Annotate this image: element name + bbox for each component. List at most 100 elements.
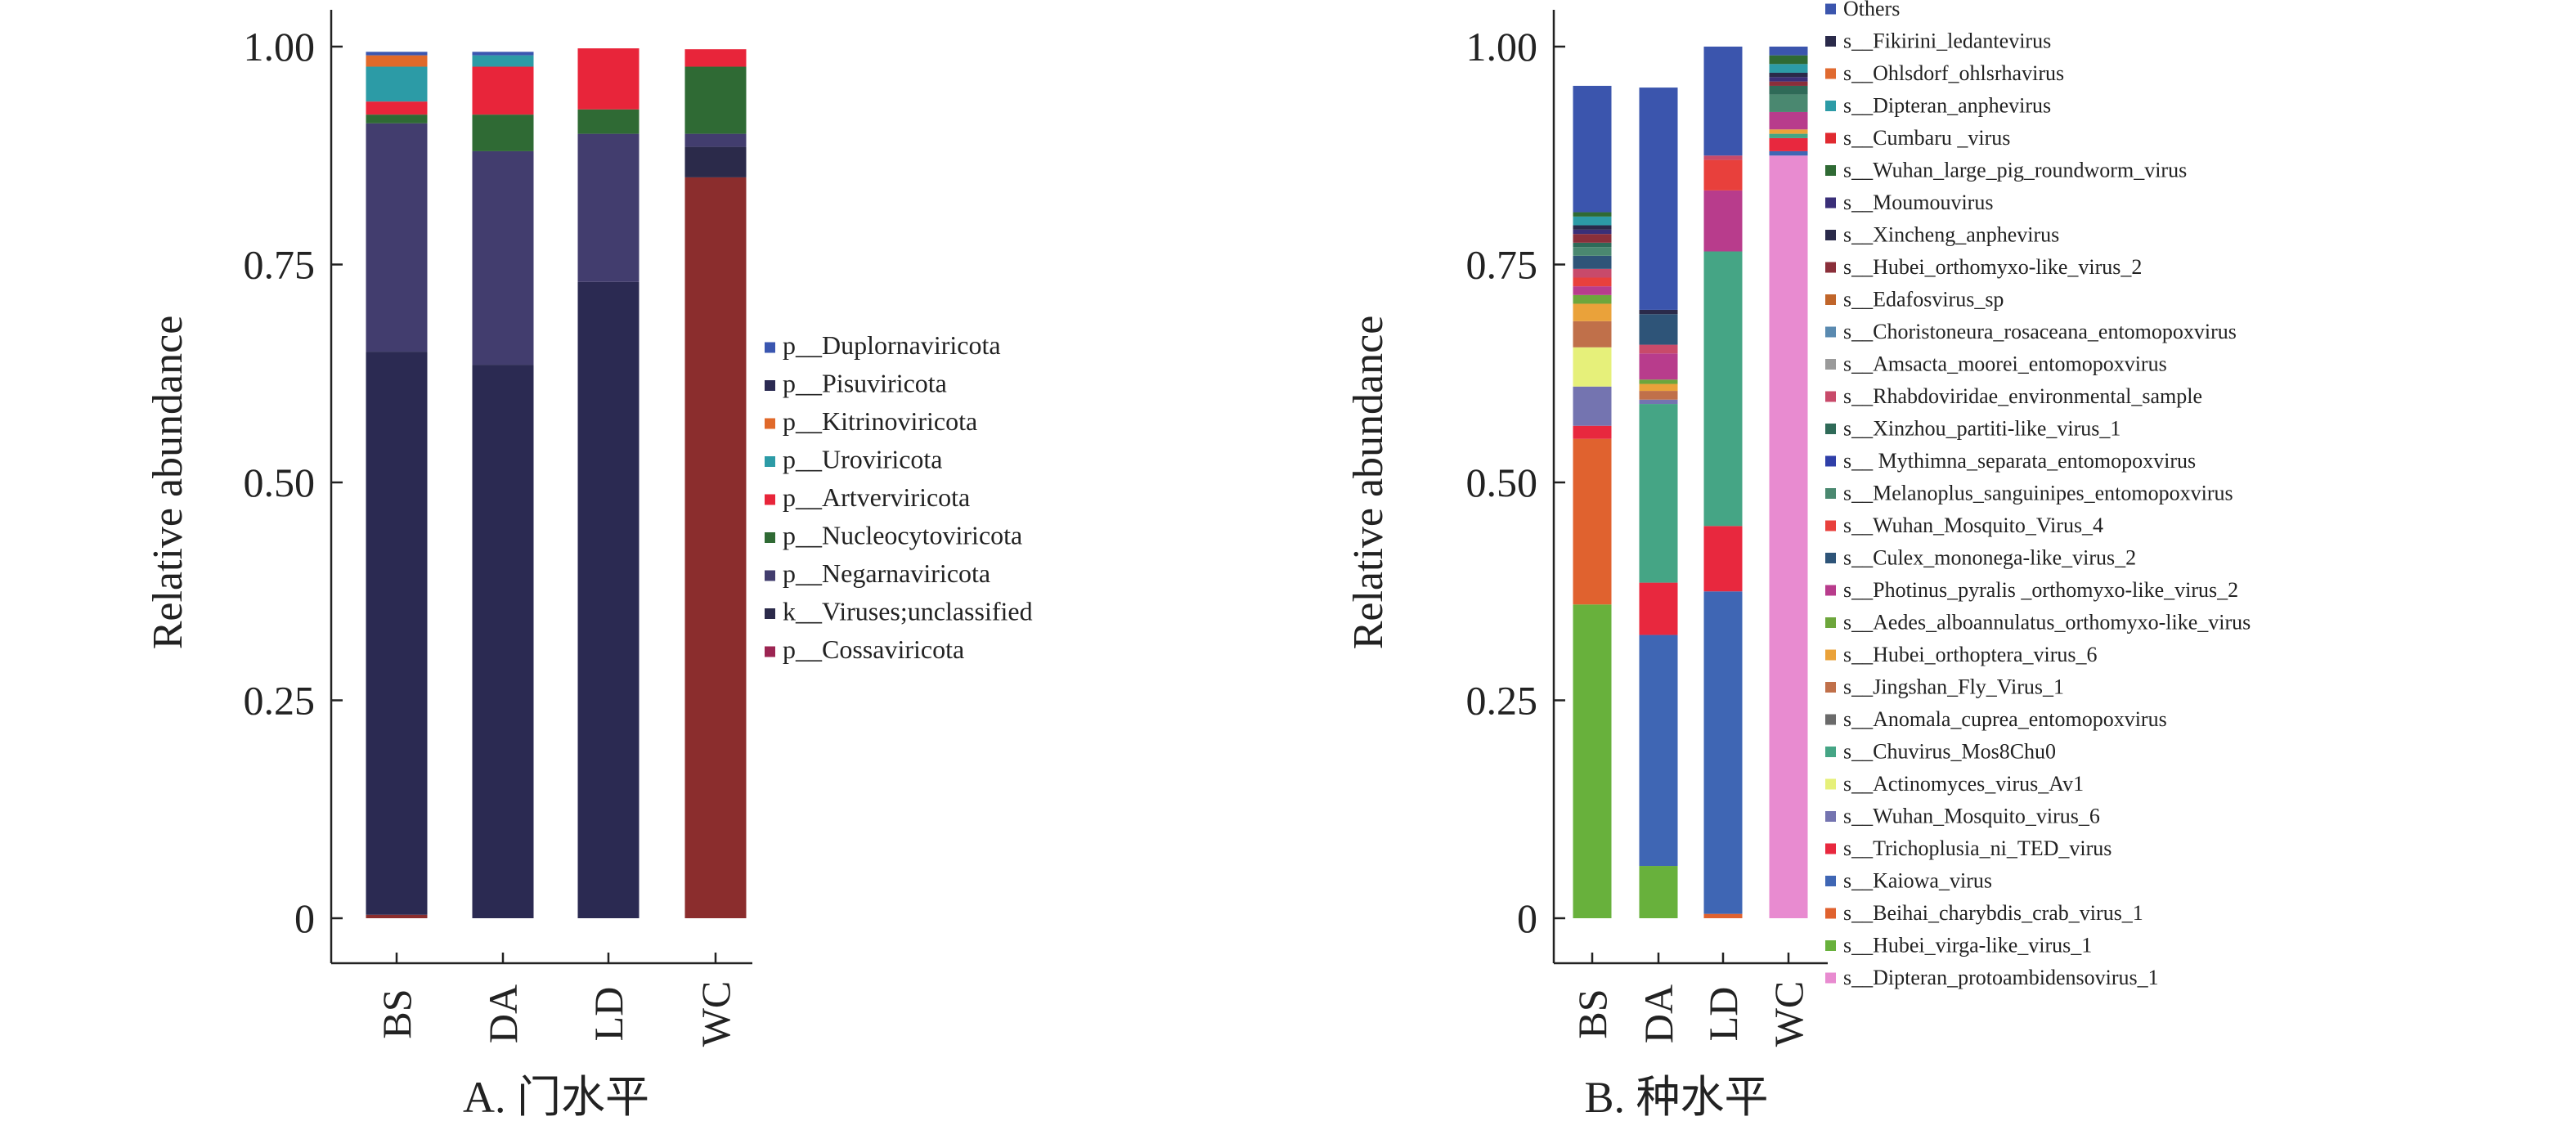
panel-b-legend-label-s-wuhan-mosquito-virus-6: s__Wuhan_Mosquito_virus_6 (1843, 805, 2100, 828)
panel-b-legend-label-s-amsacta-moorei-entomopoxvirus: s__Amsacta_moorei_entomopoxvirus (1843, 352, 2167, 376)
panel-b-bar-da-s-chuvirus-mos8chu0 (1639, 404, 1678, 583)
panel-b-legend-swatch-s-hubei-virga-like-virus-1 (1825, 940, 1836, 951)
panel-a-legend: p__Duplornaviricota p__Pisuviricota p__Kit… (765, 330, 1033, 664)
panel-b-bar-da-s-kaiowa-virus (1639, 635, 1678, 867)
panel-b-bar-bs-s-actinomyces-virus-av1 (1573, 347, 1612, 387)
panel-b-legend-label-s-melanoplus-sanguinipes-entomopoxvirus: s__Melanoplus_sanguinipes_entomopoxvirus (1843, 482, 2233, 505)
panel-b-bar-bs-s-hubei-virga-like-virus-1 (1573, 604, 1612, 918)
panel-a-y-tick-label: 0 (294, 895, 315, 941)
panel-b-bar-wc-s-melanoplus-sanguinipes-entomopoxvirus (1769, 94, 1808, 112)
panel-a-bar-wc-p-negarnaviricota (684, 133, 747, 147)
panel-b-legend-label-s-wuhan-mosquito-virus-4: s__Wuhan_Mosquito_Virus_4 (1843, 513, 2103, 537)
panel-a-y-tick-label: 0.75 (244, 242, 316, 288)
panel-b-legend-swatch-s-melanoplus-sanguinipes-entomopoxvirus (1825, 488, 1836, 499)
panel-b-bar-bs-s-culex-mononega-like-virus-2 (1573, 255, 1612, 269)
panel-b-legend-swatch-s-hubei-orthoptera-virus-6 (1825, 649, 1836, 661)
panel-a-bar-ld-p-pisuviricota (577, 281, 640, 918)
panel-b-x-label-ld: LD (1700, 987, 1746, 1042)
panel-a-bar-wc-p-nucleocytoviricota (684, 66, 747, 134)
panel-a-bar-bs-p-kitrinoviricota (366, 55, 428, 67)
panel-a-legend-label-p-artverviricota: p__Artverviricota (783, 482, 970, 512)
panel-b-bar-da-s-hubei-virga-like-virus-1 (1639, 866, 1678, 918)
panel-a-bar-wc-p-artverviricota (684, 49, 747, 67)
panel-b-bar-da-s-xincheng-anphevirus (1639, 309, 1678, 315)
panel-a-y-tick-label: 1.00 (244, 24, 316, 70)
panel-a-y-ticks: 0 0.25 0.50 0.75 1.00 (244, 24, 343, 941)
panel-b-legend-label-s-hubei-orthomyxo-like-virus-2: s__Hubei_orthomyxo-like_virus_2 (1843, 255, 2142, 279)
panel-b-bar-wc-s-hubei-orthoptera-virus-6 (1769, 129, 1808, 134)
panel-b-legend-swatch-s-wuhan-mosquito-virus-6 (1825, 811, 1836, 822)
panel-b-bar-bs-s-hubei-orthoptera-virus-6 (1573, 303, 1612, 321)
panel-a-bar-bs-p-nucleocytoviricota (366, 114, 428, 123)
panel-b-legend-swatch-s-moumouvirus (1825, 197, 1836, 209)
panel-b-bar-bs-s-jingshan-fly-virus-1 (1573, 321, 1612, 348)
panel-b-x-label-bs: BS (1569, 989, 1615, 1038)
panel-b-legend-label-s-anomala-cuprea-entomopoxvirus: s__Anomala_cuprea_entomopoxvirus (1843, 707, 2167, 731)
panel-a-legend-swatch-p-duplornaviricota (765, 342, 775, 353)
panel-b-bar-bs-s-photinus-pyralis-orthomyxo-like-virus-2 (1573, 286, 1612, 295)
panel-b-y-tick-label: 0 (1517, 895, 1537, 941)
panel-b-bar-wc-s-chuvirus-mos8chu0 (1769, 133, 1808, 138)
panel-b-legend-label-s-dipteran-protoambidensovirus-1: s__Dipteran_protoambidensovirus_1 (1843, 966, 2159, 989)
panel-a-bar-chart: 0 0.25 0.50 0.75 1.00 BS DA LD WC Relative abun… (145, 10, 1033, 1122)
panel-b-x-labels: BS DA LD WC (1569, 953, 1811, 1047)
panel-b-legend-label-s-ohlsdorf-ohlsrhavirus: s__Ohlsdorf_ohlsrhavirus (1843, 61, 2064, 85)
panel-b-bar-wc-s-wuhan-large-pig-roundworm-virus (1769, 55, 1808, 65)
panel-b-y-tick-label: 0.25 (1466, 678, 1538, 724)
panel-a-legend-label-p-uroviricota: p__Uroviricota (783, 445, 943, 474)
panel-b-y-tick-label: 0.50 (1466, 460, 1538, 505)
panel-b-bar-bs-s-dipteran-anphevirus (1573, 216, 1612, 226)
panel-a-x-label-wc: WC (693, 981, 738, 1047)
panel-b-legend-label-s-trichoplusia-ni-ted-virus: s__Trichoplusia_ni_TED_virus (1843, 836, 2112, 860)
panel-b-legend-label-s-cumbaru-virus: s__Cumbaru _virus (1843, 126, 2010, 150)
panel-b-legend-swatch-s-rhabdoviridae-environmental-sample (1825, 391, 1836, 402)
panel-a-bar-wc-p-cossaviricota (684, 177, 747, 918)
panel-b-bar-wc-s-moumouvirus (1769, 77, 1808, 82)
panel-b-legend: Others s__Fikirini_ledantevirus s__Ohlsdor… (1825, 0, 2251, 989)
panel-a-bar-bs-p-uroviricota (366, 66, 428, 102)
panel-b-legend-label-s-hubei-orthoptera-virus-6: s__Hubei_orthoptera_virus_6 (1843, 643, 2098, 666)
panel-b-legend-swatch-s-cumbaru-virus (1825, 132, 1836, 144)
panel-b-legend-label-others: Others (1843, 0, 1900, 20)
panel-a-x-label-bs: BS (374, 989, 420, 1038)
panel-b-legend-label-s-rhabdoviridae-environmental-sample: s__Rhabdoviridae_environmental_sample (1843, 384, 2202, 408)
panel-b-axes (1552, 10, 1828, 965)
panel-b-legend-swatch-s-xinzhou-partiti-like-virus-1 (1825, 424, 1836, 434)
panel-b-legend-label-s-beihai-charybdis-crab-virus-1: s__Beihai_charybdis_crab_virus_1 (1843, 901, 2143, 925)
panel-b-bar-ld-s-rhabdoviridae-environmental-sample (1703, 155, 1743, 160)
panel-a-legend-label-p-kitrinoviricota: p__Kitrinoviricota (783, 406, 977, 436)
panel-b-bar-wc-s-trichoplusia-ni-ted-virus (1769, 137, 1808, 151)
panel-b-bars (1573, 47, 1808, 918)
panel-b-legend-swatch-others (1825, 3, 1836, 15)
panel-b-bar-da-s-hubei-orthoptera-virus-6 (1639, 383, 1678, 392)
panel-a-bar-bs-p-pisuviricota (366, 352, 428, 915)
panel-a-bar-da-p-negarnaviricota (472, 150, 534, 365)
panel-b-legend-label-s-moumouvirus: s__Moumouvirus (1843, 191, 1993, 214)
panel-b-legend-swatch-s-kaiowa-virus (1825, 876, 1836, 886)
panel-a-bar-bs-p-negarnaviricota (366, 123, 428, 352)
panel-b-legend-label-s-aedes-alboannulatus-orthomyxo-like-virus: s__Aedes_alboannulatus_orthomyxo-like_vi… (1843, 611, 2251, 635)
panel-b-bar-bs-s-trichoplusia-ni-ted-virus (1573, 425, 1612, 439)
panel-a-legend-swatch-p-uroviricota (765, 456, 775, 467)
panel-b-bar-bs-s-wuhan-large-pig-roundworm-virus (1573, 212, 1612, 217)
panel-b-bar-ld-s-beihai-charybdis-crab-virus-1 (1703, 913, 1743, 918)
panel-a-bar-da-p-artverviricota (472, 66, 534, 115)
panel-b-legend-label-s-hubei-virga-like-virus-1: s__Hubei_virga-like_virus_1 (1843, 934, 2092, 957)
panel-b-bar-chart: 0 0.25 0.50 0.75 1.00 BS DA LD WC Relative abun… (1345, 0, 2251, 1122)
panel-a-legend-label-p-nucleocytoviricota: p__Nucleocytoviricota (783, 521, 1022, 550)
panel-b-bar-da-s-rhabdoviridae-environmental-sample (1639, 344, 1678, 354)
panel-a-bar-da-p-uroviricota (472, 55, 534, 67)
panel-b-legend-label-s-xinzhou-partiti-like-virus-1: s__Xinzhou_partiti-like_virus_1 (1843, 417, 2120, 441)
panel-b-legend-swatch-s-wuhan-large-pig-roundworm-virus (1825, 165, 1836, 176)
panel-b-legend-label-s-xincheng-anphevirus: s__Xincheng_anphevirus (1843, 223, 2059, 247)
panel-b-bar-wc-s-kaiowa-virus (1769, 150, 1808, 156)
panel-b-legend-swatch-s-fikirini-ledantevirus (1825, 36, 1836, 47)
panel-b-bar-bs-s-wuhan-mosquito-virus-6 (1573, 386, 1612, 426)
panel-b-bar-wc-s-dipteran-anphevirus (1769, 64, 1808, 73)
panel-a-y-tick-label: 0.25 (244, 678, 316, 724)
panel-b-legend-label-s-mythimna-separata-entomopoxvirus: s__ Mythimna_separata_entomopoxvirus (1843, 449, 2196, 473)
panel-b-bar-bs-others (1573, 85, 1612, 213)
panel-a-legend-label-k-viruses-unclassified: k__Viruses;unclassified (783, 597, 1033, 626)
panel-b-legend-swatch-s-wuhan-mosquito-virus-4 (1825, 520, 1836, 531)
